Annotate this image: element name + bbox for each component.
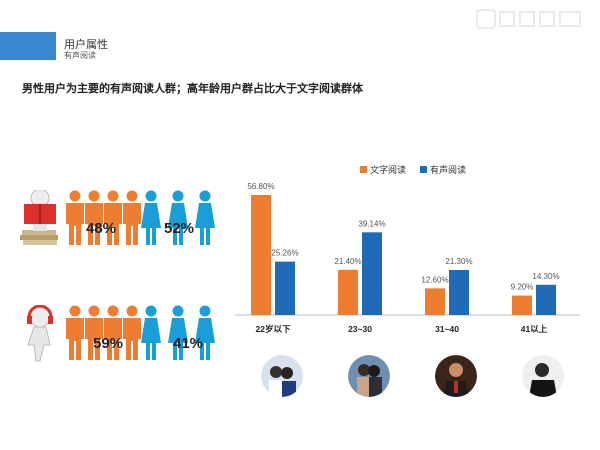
bar [251, 195, 271, 315]
audio-reading-female-pct: 41% [173, 335, 204, 352]
x-tick-label: 23~30 [348, 324, 372, 334]
male-person-icon [66, 305, 84, 360]
bar [338, 269, 358, 315]
businessman-photo [435, 355, 477, 397]
male-person-icon [104, 305, 122, 360]
legend-swatch [420, 166, 427, 173]
audio-reading-gender-row [0, 304, 230, 365]
header-accent-bar [0, 32, 56, 60]
data-label: 25.26% [271, 249, 298, 258]
gender-panel: 48% 52% 59% 41% [0, 180, 230, 400]
legend-label: 有声阅读 [430, 164, 466, 175]
bar [425, 288, 445, 315]
male-person-icon [123, 305, 141, 360]
female-person-icon [141, 190, 161, 245]
bar [362, 232, 382, 315]
page-title: 用户属性 [64, 39, 108, 51]
headphone-listener-icon [27, 304, 215, 362]
legend-swatch [360, 166, 367, 173]
data-label: 39.14% [358, 219, 385, 228]
x-tick-label: 31~40 [435, 324, 459, 334]
data-label: 21.40% [334, 257, 361, 266]
audio-reading-male-pct: 59% [93, 335, 124, 352]
male-person-icon [85, 190, 103, 245]
text-reading-gender-row [0, 188, 230, 250]
female-person-icon [195, 190, 215, 245]
male-person-icon [85, 305, 103, 360]
female-person-icon [141, 305, 161, 360]
data-label: 9.20% [511, 283, 534, 292]
page-subtitle: 有声阅读 [64, 51, 96, 60]
male-person-icon [66, 190, 84, 245]
bar [275, 261, 295, 315]
age-bar-chart: 文字阅读 有声阅读 56.80% 25.26% 22岁以下 21.40% 39.14% 23~… [235, 164, 580, 334]
legend-label: 文字阅读 [370, 164, 406, 175]
data-label: 14.30% [532, 272, 559, 281]
data-label: 21.30% [445, 257, 472, 266]
x-tick-label: 41以上 [521, 324, 548, 334]
brand-logo-icon [476, 9, 581, 29]
female-person-icon [195, 305, 215, 360]
data-label: 56.80% [247, 182, 274, 191]
female-person-icon [168, 190, 188, 245]
male-person-icon [123, 190, 141, 245]
students-photo [261, 355, 303, 397]
book-reader-icon [20, 188, 215, 245]
male-person-icon [104, 190, 122, 245]
couple-photo [348, 355, 390, 397]
older-man-photo [522, 355, 564, 397]
bar [536, 284, 556, 315]
x-tick-label: 22岁以下 [256, 324, 291, 334]
text-reading-female-pct: 52% [164, 220, 195, 237]
text-reading-male-pct: 48% [86, 220, 117, 237]
bar [449, 270, 469, 315]
female-person-icon [168, 305, 188, 360]
data-label: 12.60% [421, 275, 448, 284]
headline: 男性用户为主要的有声阅读人群；高年龄用户群占比大于文字阅读群体 [22, 83, 363, 95]
bar [512, 295, 532, 315]
